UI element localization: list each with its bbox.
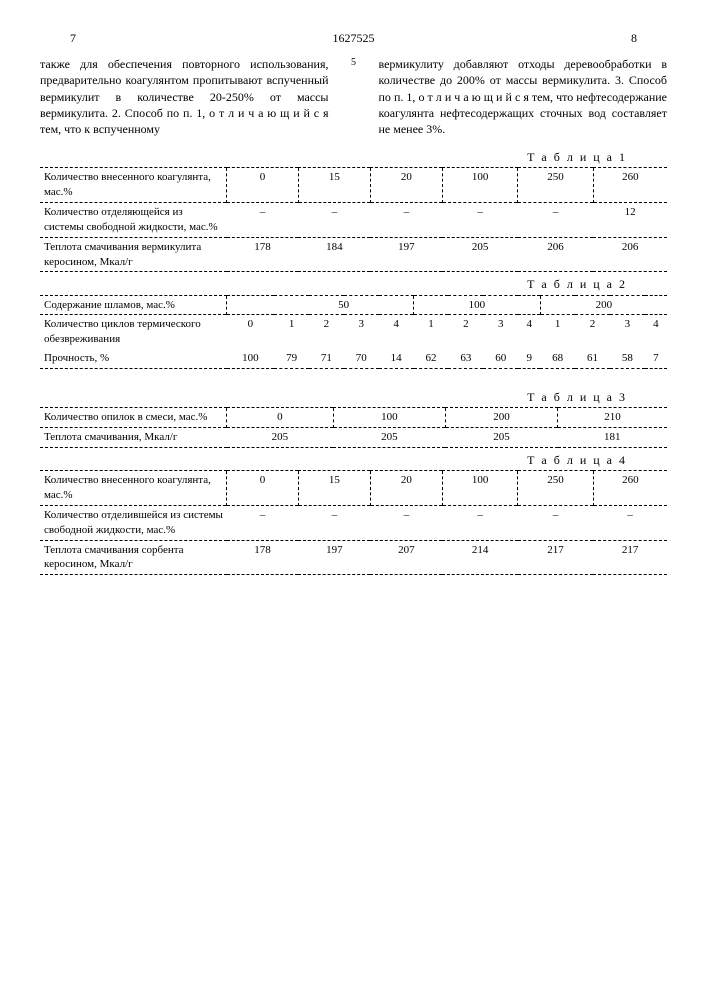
t2-cell: 1 [540, 315, 575, 349]
t2-cell: 61 [575, 349, 610, 368]
t1-cell: 197 [370, 238, 442, 272]
t2-cell: 58 [610, 349, 645, 368]
table1-title: Т а б л и ц а 1 [40, 149, 667, 165]
t2-cell: 14 [379, 349, 414, 368]
t2-cell: 4 [518, 315, 540, 349]
t2-cell: 2 [448, 315, 483, 349]
t4-cell: 207 [370, 541, 442, 575]
t4-r1-label: Количество внесенного коагулянта, мас.% [40, 471, 227, 505]
t3-cell: 0 [227, 408, 334, 427]
t4-cell: – [227, 506, 299, 540]
t2-cell: 200 [540, 296, 667, 315]
table3: Количество опилок в смеси, мас.% 0 100 2… [40, 407, 667, 448]
t1-cell: 0 [227, 168, 299, 202]
t3-cell: 210 [558, 408, 667, 427]
t2-r1-label: Содержание шламов, мас.% [40, 296, 227, 315]
t1-cell: – [370, 203, 442, 237]
t2-cell: 1 [274, 315, 309, 349]
patent-number: 1627525 [76, 30, 631, 46]
t2-cell: 2 [575, 315, 610, 349]
t3-cell: 100 [333, 408, 445, 427]
t2-cell: 63 [448, 349, 483, 368]
t4-cell: 217 [593, 541, 667, 575]
line-marker-5: 5 [349, 56, 359, 137]
t3-cell: 205 [333, 428, 445, 447]
t3-r2-label: Теплота смачивания, Мкал/г [40, 428, 227, 447]
t1-cell: 206 [518, 238, 593, 272]
t1-cell: 178 [227, 238, 299, 272]
t3-cell: 205 [227, 428, 334, 447]
t4-cell: – [370, 506, 442, 540]
column-right: вермикулиту добавляют отходы деревообраб… [379, 56, 668, 137]
t1-cell: 100 [442, 168, 517, 202]
t2-cell: 2 [309, 315, 344, 349]
t4-cell: 178 [227, 541, 299, 575]
t4-cell: 100 [442, 471, 517, 505]
t4-r3-label: Теплота смачивания сорбента керосином, М… [40, 541, 227, 575]
t2-cell: 1 [414, 315, 449, 349]
t2-cell: 4 [645, 315, 667, 349]
t2-cell: 3 [344, 315, 379, 349]
t4-cell: 15 [298, 471, 370, 505]
t2-cell: 62 [414, 349, 449, 368]
t2-cell: 3 [610, 315, 645, 349]
t2-cell: 50 [274, 296, 413, 315]
t4-cell: 214 [442, 541, 517, 575]
table3-title: Т а б л и ц а 3 [40, 389, 667, 405]
t2-cell: 79 [274, 349, 309, 368]
t4-cell: – [298, 506, 370, 540]
t3-cell: 181 [558, 428, 667, 447]
t3-cell: 205 [445, 428, 557, 447]
t2-cell: 0 [227, 315, 275, 349]
column-left: также для обеспечения повторного использ… [40, 56, 329, 137]
t1-cell: 250 [518, 168, 593, 202]
t4-cell: 260 [593, 471, 667, 505]
t4-cell: – [442, 506, 517, 540]
t2-r2-label: Количество циклов термического обезврежи… [40, 315, 227, 349]
t1-cell: – [227, 203, 299, 237]
table4-title: Т а б л и ц а 4 [40, 452, 667, 468]
t4-cell: 217 [518, 541, 593, 575]
t1-cell: – [442, 203, 517, 237]
t2-cell: 71 [309, 349, 344, 368]
t1-cell: 205 [442, 238, 517, 272]
t4-cell: 20 [370, 471, 442, 505]
t4-cell: 0 [227, 471, 299, 505]
t1-cell: – [518, 203, 593, 237]
t1-cell: 206 [593, 238, 667, 272]
t2-cell: 70 [344, 349, 379, 368]
t4-cell: 197 [298, 541, 370, 575]
t2-cell: 4 [379, 315, 414, 349]
t3-cell: 200 [445, 408, 557, 427]
t1-r2-label: Количество отделяющейся из системы свобо… [40, 203, 227, 237]
t2-cell: 100 [227, 349, 275, 368]
table4: Количество внесенного коагулянта, мас.% … [40, 470, 667, 575]
t1-cell: 20 [370, 168, 442, 202]
t4-cell: – [593, 506, 667, 540]
page-right: 8 [631, 30, 637, 46]
t2-cell: 100 [414, 296, 541, 315]
table1: Количество внесенного коагулянта, мас.% … [40, 167, 667, 272]
t1-r1-label: Количество внесенного коагулянта, мас.% [40, 168, 227, 202]
t2-cell: 3 [483, 315, 518, 349]
t1-cell: – [298, 203, 370, 237]
t4-cell: – [518, 506, 593, 540]
t1-cell: 15 [298, 168, 370, 202]
t2-r3-label: Прочность, % [40, 349, 227, 368]
t1-cell: 260 [593, 168, 667, 202]
t2-cell: 9 [518, 349, 540, 368]
t1-cell: 184 [298, 238, 370, 272]
t2-cell: 60 [483, 349, 518, 368]
t4-r2-label: Количество отделившейся из системы свобо… [40, 506, 227, 540]
table2-title: Т а б л и ц а 2 [40, 276, 667, 292]
t4-cell: 250 [518, 471, 593, 505]
t2-cell: 68 [540, 349, 575, 368]
t1-r3-label: Теплота смачивания вермикулита керосином… [40, 238, 227, 272]
table2: Содержание шламов, мас.% 50 100 200 Коли… [40, 295, 667, 369]
t1-cell: 12 [593, 203, 667, 237]
t2-cell: 7 [645, 349, 667, 368]
t3-r1-label: Количество опилок в смеси, мас.% [40, 408, 227, 427]
